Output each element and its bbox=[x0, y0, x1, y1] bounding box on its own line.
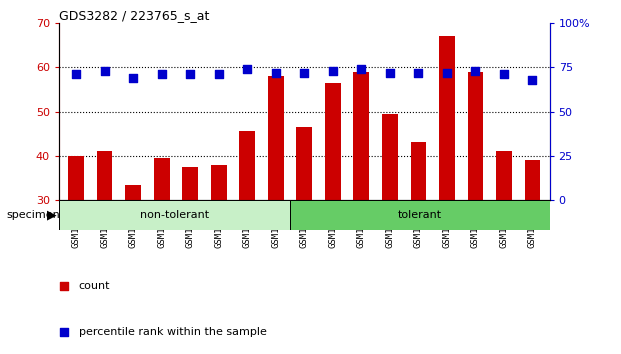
Point bbox=[299, 70, 309, 75]
Bar bbox=[268, 76, 284, 200]
Text: GSM124853: GSM124853 bbox=[528, 200, 537, 249]
Text: GSM124838: GSM124838 bbox=[186, 200, 195, 249]
Text: GSM124850: GSM124850 bbox=[471, 200, 480, 249]
Point bbox=[71, 72, 81, 77]
Bar bbox=[496, 152, 512, 200]
Bar bbox=[211, 165, 227, 200]
Bar bbox=[97, 152, 112, 200]
Text: GSM124675: GSM124675 bbox=[100, 200, 109, 249]
Bar bbox=[154, 158, 170, 200]
Bar bbox=[353, 72, 369, 200]
Point bbox=[414, 70, 424, 75]
Text: GSM124753: GSM124753 bbox=[357, 200, 366, 249]
Text: GSM124748: GSM124748 bbox=[129, 200, 138, 249]
Point bbox=[499, 72, 509, 77]
Point bbox=[344, 86, 354, 92]
Point bbox=[385, 70, 395, 75]
Point bbox=[214, 72, 224, 77]
Bar bbox=[439, 36, 455, 200]
Point bbox=[242, 66, 252, 72]
Text: GSM124834: GSM124834 bbox=[386, 200, 394, 249]
Bar bbox=[468, 72, 483, 200]
Point bbox=[271, 70, 281, 75]
Text: GDS3282 / 223765_s_at: GDS3282 / 223765_s_at bbox=[59, 9, 209, 22]
Point bbox=[442, 70, 452, 75]
Point bbox=[328, 68, 338, 74]
Text: GSM124851: GSM124851 bbox=[499, 200, 509, 249]
Text: GSM124833: GSM124833 bbox=[157, 200, 166, 249]
Point bbox=[128, 75, 138, 81]
Text: tolerant: tolerant bbox=[397, 210, 442, 220]
Bar bbox=[240, 131, 255, 200]
Bar bbox=[183, 167, 198, 200]
Text: GSM124863: GSM124863 bbox=[271, 200, 280, 249]
Text: ▶: ▶ bbox=[47, 209, 56, 222]
Bar bbox=[296, 127, 312, 200]
Text: GSM124575: GSM124575 bbox=[71, 200, 81, 249]
Text: count: count bbox=[79, 281, 110, 291]
Bar bbox=[59, 200, 290, 230]
Bar bbox=[68, 156, 84, 200]
Text: percentile rank within the sample: percentile rank within the sample bbox=[79, 327, 266, 337]
Bar bbox=[525, 160, 540, 200]
Point bbox=[471, 68, 481, 74]
Point bbox=[156, 72, 166, 77]
Text: GSM124845: GSM124845 bbox=[442, 200, 451, 249]
Text: specimen: specimen bbox=[6, 210, 60, 220]
Bar bbox=[382, 114, 397, 200]
Point bbox=[527, 77, 537, 82]
Text: GSM124648: GSM124648 bbox=[329, 200, 337, 249]
Text: non-tolerant: non-tolerant bbox=[140, 210, 209, 220]
Bar bbox=[290, 200, 550, 230]
Point bbox=[356, 66, 366, 72]
Point bbox=[99, 68, 109, 74]
Bar bbox=[325, 83, 341, 200]
Bar bbox=[125, 184, 141, 200]
Bar bbox=[410, 142, 426, 200]
Text: GSM124842: GSM124842 bbox=[243, 200, 252, 249]
Text: GSM124646: GSM124646 bbox=[300, 200, 309, 249]
Text: GSM124836: GSM124836 bbox=[414, 200, 423, 249]
Point bbox=[185, 72, 195, 77]
Text: GSM124840: GSM124840 bbox=[214, 200, 223, 249]
